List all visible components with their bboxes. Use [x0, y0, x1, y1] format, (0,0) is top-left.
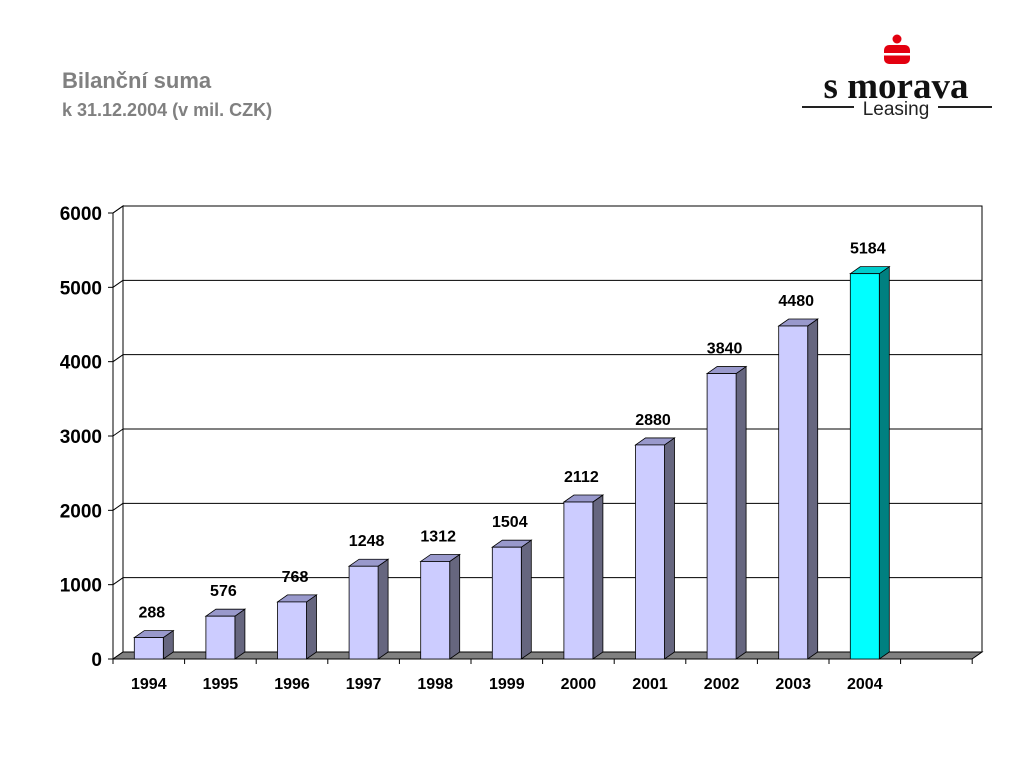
bar-value-label: 1248 [349, 533, 385, 550]
bar-side [592, 494, 604, 660]
bar-value-label: 1312 [420, 528, 456, 545]
bar-value-label: 5184 [850, 241, 886, 258]
bar-2000 [563, 501, 594, 660]
x-tick-label: 1996 [274, 676, 310, 693]
bar-1996 [277, 601, 307, 660]
bar-value-label: 3840 [707, 341, 743, 358]
x-tick-label: 2001 [632, 676, 668, 693]
gridline-side [112, 428, 124, 437]
bar-1995 [205, 615, 236, 660]
gridline-side [112, 577, 124, 586]
x-tick-label: 2002 [704, 676, 740, 693]
bar-2003 [778, 325, 809, 660]
x-tick-label: 2003 [775, 676, 811, 693]
x-tick-label: 2000 [561, 676, 597, 693]
bar-side [520, 539, 532, 660]
bar-side [807, 318, 819, 660]
bar-side [878, 265, 890, 660]
y-tick-label: 5000 [60, 278, 102, 299]
company-logo: s morava Leasing [796, 30, 996, 130]
bar-side [306, 594, 317, 660]
bar-value-label: 288 [138, 605, 165, 622]
y-tick-label: 1000 [60, 576, 102, 597]
bar-1998 [420, 561, 451, 660]
gridline-side [112, 279, 124, 288]
bar-1999 [491, 546, 522, 660]
bar-value-label: 2112 [564, 469, 599, 486]
y-tick-label: 3000 [60, 427, 102, 448]
x-tick-label: 1994 [131, 676, 167, 693]
bar-side [449, 553, 461, 660]
page-subtitle: k 31.12.2004 (v mil. CZK) [62, 100, 273, 120]
page-title: Bilanční suma [62, 68, 212, 93]
bar-side [377, 558, 389, 660]
x-tick-label: 2004 [847, 676, 883, 693]
x-tick-label: 1995 [203, 676, 239, 693]
sparkasse-s-icon [884, 34, 910, 64]
bar-value-label: 4480 [778, 293, 814, 310]
y-tick-label: 2000 [60, 501, 102, 522]
logo-sub-text: Leasing [863, 99, 930, 120]
y-tick-label: 0 [91, 650, 102, 671]
bar-side [664, 437, 675, 660]
y-tick-label: 6000 [60, 204, 102, 225]
x-tick-label: 1998 [417, 676, 453, 693]
gridline-side [112, 502, 124, 511]
bar-value-label: 1504 [492, 514, 528, 531]
logo-brand-text: s morava [824, 66, 969, 107]
bar-value-label: 768 [282, 569, 309, 586]
y-tick-label: 4000 [60, 353, 102, 374]
x-tick-label: 1997 [346, 676, 382, 693]
bar-1994 [133, 637, 164, 660]
bar-side [234, 608, 246, 660]
bar-side [735, 365, 747, 660]
x-tick-label: 1999 [489, 676, 525, 693]
bar-2004 [849, 273, 880, 660]
bar-1997 [348, 565, 379, 660]
gridline-side [112, 205, 124, 214]
bar-value-label: 2880 [635, 412, 671, 429]
bar-2002 [706, 373, 737, 660]
bar-2001 [635, 444, 665, 660]
gridline-side [112, 354, 124, 363]
bar-value-label: 576 [210, 583, 237, 600]
